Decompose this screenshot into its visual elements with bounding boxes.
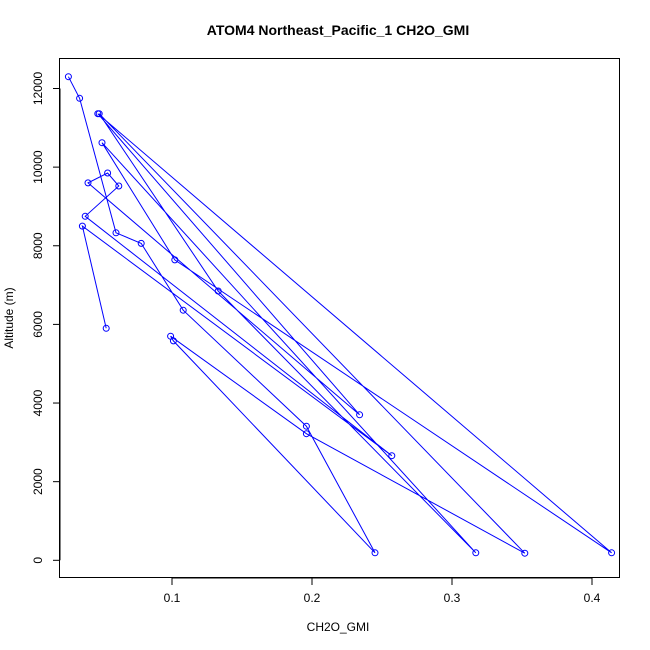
- x-axis: 0.1 0.2 0.3 0.4: [164, 577, 601, 605]
- data-point: [214, 287, 222, 295]
- data-point: [78, 222, 86, 230]
- data-point: [94, 110, 102, 118]
- data-point: [356, 411, 364, 419]
- x-axis-label: CH2O_GMI: [307, 620, 370, 634]
- data-point: [472, 549, 480, 557]
- data-point: [171, 256, 179, 264]
- data-point: [521, 549, 529, 557]
- data-point: [102, 324, 110, 332]
- data-point: [81, 212, 89, 220]
- x-tick-label: 0.2: [304, 591, 321, 605]
- x-tick-label: 0.3: [444, 591, 461, 605]
- y-tick-label: 4000: [31, 389, 45, 416]
- data-point: [388, 452, 396, 460]
- data-point: [112, 229, 120, 237]
- data-point: [115, 182, 123, 190]
- y-tick-label: 8000: [31, 232, 45, 259]
- data-point: [608, 549, 616, 557]
- y-tick-label: 2000: [31, 468, 45, 495]
- chart-title: ATOM4 Northeast_Pacific_1 CH2O_GMI: [207, 22, 469, 38]
- series-layer: [64, 73, 616, 557]
- y-tick-label: 12000: [31, 71, 45, 105]
- data-point: [64, 73, 72, 81]
- y-tick-label: 0: [31, 557, 45, 564]
- data-point: [371, 549, 379, 557]
- data-point: [179, 306, 187, 314]
- data-point: [104, 169, 112, 177]
- y-axis: 0 2000 4000 6000 8000 10000 12000: [31, 71, 61, 564]
- x-tick-label: 0.4: [584, 591, 601, 605]
- data-point: [84, 179, 92, 187]
- x-tick-label: 0.1: [164, 591, 181, 605]
- y-axis-label: Altitude (m): [2, 287, 16, 348]
- data-point: [98, 139, 106, 147]
- y-tick-label: 10000: [31, 150, 45, 184]
- data-point: [302, 430, 310, 438]
- y-tick-label: 6000: [31, 311, 45, 338]
- data-point: [302, 422, 310, 430]
- data-point: [167, 332, 175, 340]
- data-point: [137, 239, 145, 247]
- data-point: [76, 94, 84, 102]
